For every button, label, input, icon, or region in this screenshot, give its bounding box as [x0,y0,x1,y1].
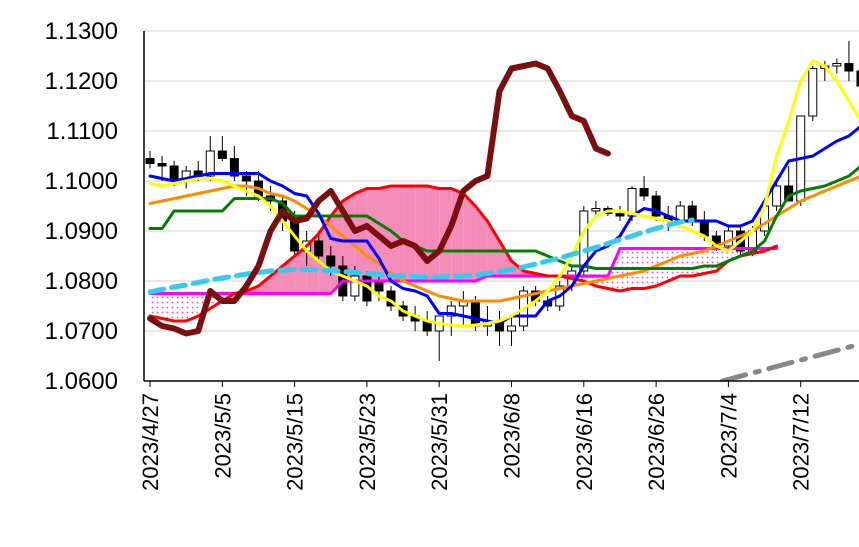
cloud-segment [378,186,392,281]
y-tick-label: 1.1300 [45,18,118,45]
cloud-segment [354,188,367,281]
cloud-segment [391,186,404,281]
cloud-segment [162,293,175,321]
indicator-lines [147,59,859,381]
cloud-segment [475,206,488,281]
series-line-trend_gray [719,341,859,381]
y-tick-label: 1.0900 [45,218,118,245]
x-tick-label: 2023/5/31 [427,393,452,491]
cloud-segment [403,186,416,281]
candle-body [470,300,480,327]
candle-body [314,240,324,257]
x-tick-label: 2023/6/16 [572,393,597,491]
series-line-chikou [147,60,611,337]
series-line-senkou_b [148,247,779,295]
y-tick-label: 1.1100 [46,118,118,145]
x-tick-label: 2023/7/12 [789,393,814,491]
series-line-tenkan [148,125,859,325]
candle-body [217,150,227,159]
candle-body [591,208,601,212]
candle-body [651,195,661,217]
cloud-segment [186,293,199,321]
x-tick-label: 2023/6/8 [500,393,525,479]
x-tick-label: 2023/6/26 [644,393,669,491]
candle-body [446,305,456,317]
candle-body [169,165,179,182]
cloud-segment [427,186,440,281]
candle-body [832,63,842,67]
candle-body [772,185,782,207]
cloud-segment [463,193,476,281]
candle-body [241,175,251,182]
candle-body [157,163,167,167]
cloud-segment [704,248,717,274]
y-tick-label: 1.0600 [45,368,118,395]
x-tick-label: 2023/7/4 [716,393,741,479]
x-tick-label: 2023/5/5 [210,393,235,479]
cloud-segment [487,221,500,276]
cloud-segment [150,293,163,319]
candle-body [639,188,649,197]
cloud-segment [415,186,428,281]
x-tick-label: 2023/5/15 [283,393,308,491]
y-tick-label: 1.1000 [45,168,118,195]
candle-body [844,63,854,72]
y-tick-label: 1.0700 [45,318,118,345]
cloud-segment [174,293,187,321]
x-tick-label: 2023/5/23 [355,393,380,491]
axes [143,31,859,387]
x-tick-label: 2023/4/27 [138,393,163,491]
y-axis-ticks: 1.0600 1.0700 1.0800 1.0900 1.1000 1.1100 1.12… [45,18,118,395]
series-line-ma_orange [148,175,859,303]
cloud-segment [270,266,283,294]
series-line-ma_yellow [148,59,859,328]
y-tick-label: 1.1200 [45,68,118,95]
series-line-trend_cyan [147,217,695,295]
series-line-kijun [148,165,859,270]
candle-body [615,213,625,217]
y-tick-label: 1.0800 [45,268,118,295]
candle-body [145,158,155,164]
candle-body [326,255,336,267]
cloud-segment [728,248,741,261]
candle-body [229,158,239,177]
candle-body [205,150,215,177]
candle-body [507,325,517,332]
candle-body [856,70,859,87]
candle-body [350,275,360,297]
x-axis-ticks: 2023/4/27 2023/5/5 2023/5/15 2023/5/23 2023/… [138,393,814,491]
candle-body [808,68,818,117]
